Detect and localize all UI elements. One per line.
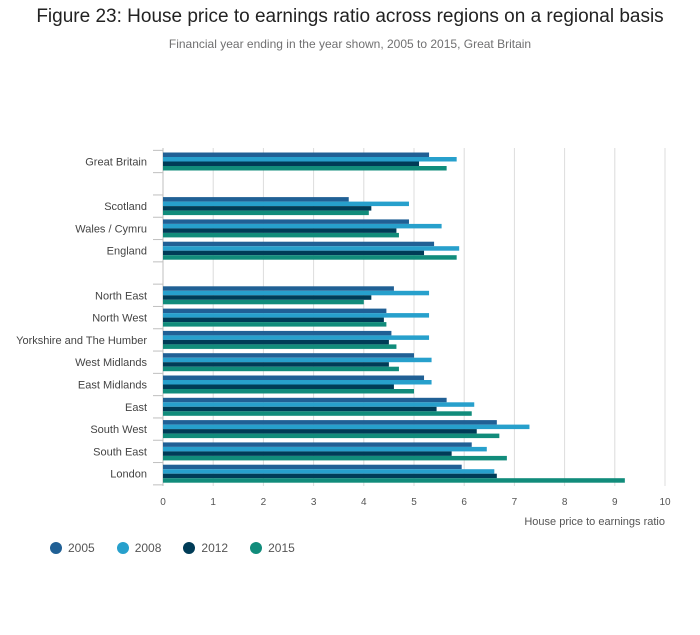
bar: [163, 366, 399, 372]
category-label: Wales / Cymru: [75, 223, 147, 235]
bar: [163, 161, 420, 166]
x-tick-label: 8: [562, 497, 568, 508]
bar: [163, 286, 394, 291]
bar: [163, 299, 364, 305]
bar: [163, 442, 472, 447]
bar: [163, 317, 384, 323]
category-label: North West: [92, 313, 147, 325]
bar: [163, 429, 477, 434]
category-label: East Midlands: [78, 380, 148, 392]
x-tick-label: 3: [311, 497, 317, 508]
bar: [163, 166, 447, 171]
x-tick-label: 2: [261, 497, 267, 508]
bar: [163, 206, 372, 211]
bar: [163, 433, 500, 439]
bar: [163, 223, 442, 229]
category-label: Scotland: [104, 201, 147, 213]
bar: [163, 380, 432, 385]
chart-subtitle: Financial year ending in the year shown,…: [168, 37, 532, 51]
bar: [163, 375, 425, 380]
legend-item[interactable]: 2012: [183, 541, 228, 555]
bar: [163, 201, 409, 207]
bar: [163, 389, 414, 394]
category-label: London: [110, 469, 147, 481]
bar: [163, 308, 387, 314]
bar: [163, 473, 497, 479]
bar: [163, 255, 457, 260]
bar: [163, 464, 462, 470]
bar: [163, 420, 497, 425]
bar: [163, 357, 432, 363]
bar: [163, 424, 530, 430]
x-axis-label: House price to earnings ratio: [524, 516, 665, 528]
bar: [163, 402, 475, 407]
x-tick-label: 6: [461, 497, 467, 508]
bar: [163, 197, 349, 202]
bar: [163, 455, 507, 461]
bar: [163, 353, 414, 358]
legend-label: 2005: [68, 541, 95, 555]
bar: [163, 290, 430, 296]
legend-item[interactable]: 2015: [250, 541, 295, 555]
bar: [163, 228, 397, 233]
legend-label: 2012: [201, 541, 229, 555]
x-tick-label: 4: [361, 497, 367, 508]
bar: [163, 344, 397, 349]
x-tick-label: 10: [659, 497, 671, 508]
category-label: North East: [95, 290, 147, 302]
legend-item[interactable]: 2005: [50, 541, 95, 555]
bar: [163, 469, 495, 474]
bar: [163, 362, 389, 367]
bar: [163, 335, 430, 340]
bar: [163, 339, 389, 345]
bar: [163, 313, 430, 318]
category-label: East: [125, 402, 147, 414]
chart-legend: 2005 2008 2012 2015: [50, 541, 295, 555]
bar: [163, 406, 437, 412]
bar: [163, 232, 399, 238]
bar: [163, 219, 409, 224]
legend-item[interactable]: 2008: [116, 541, 162, 555]
bar: [163, 478, 625, 483]
bar: [163, 246, 460, 251]
bar: [163, 157, 457, 162]
bar: [163, 397, 447, 403]
bar: [163, 322, 387, 327]
legend-label: 2008: [134, 541, 162, 555]
category-label: West Midlands: [75, 357, 147, 369]
bar: [163, 446, 487, 452]
category-label: England: [107, 246, 147, 258]
category-label: South West: [90, 424, 147, 436]
category-label: Yorkshire and The Humber: [16, 335, 147, 347]
chart-title: Figure 23: House price to earnings ratio…: [36, 6, 664, 27]
bar: [163, 250, 425, 256]
bar: [163, 330, 392, 336]
bar: [163, 295, 372, 300]
legend-swatch: [116, 542, 129, 554]
bar: [163, 210, 369, 216]
x-tick-label: 7: [512, 497, 518, 508]
x-tick-label: 5: [411, 497, 417, 508]
bar: [163, 411, 472, 416]
x-tick-label: 1: [210, 497, 216, 508]
x-tick-label: 0: [160, 497, 166, 508]
x-tick-label: 9: [612, 497, 618, 508]
legend-swatch: [183, 542, 196, 554]
legend-swatch: [250, 542, 263, 554]
bar: [163, 152, 430, 157]
category-label: Great Britain: [85, 157, 147, 169]
legend-label: 2015: [268, 541, 295, 555]
bar: [163, 451, 452, 456]
category-label: South East: [93, 446, 147, 458]
legend-swatch: [50, 542, 62, 554]
bar: [163, 241, 435, 247]
bar: [163, 384, 394, 389]
